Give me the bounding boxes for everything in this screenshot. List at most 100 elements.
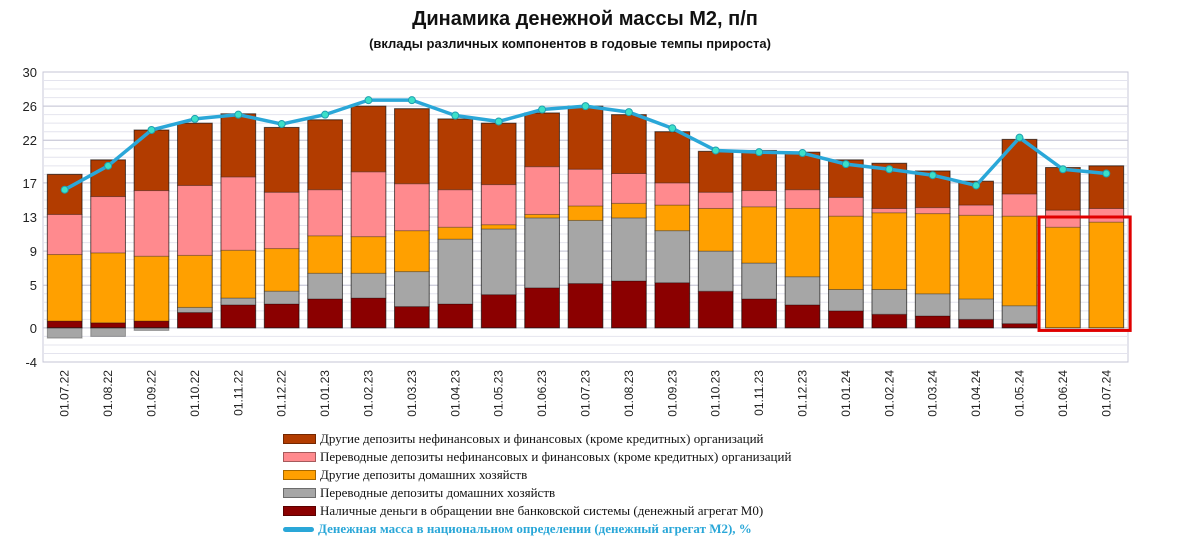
bar-segment [90,252,126,324]
bar-segment [914,315,951,329]
bar-segment [828,215,864,291]
m2-point [277,120,286,129]
x-tick-label: 01.11.23 [752,370,766,416]
m2-point [581,102,590,111]
bar-segment [133,327,170,331]
y-tick-label: 9 [30,244,37,259]
m2-point [147,126,156,134]
x-tick-label: 01.01.24 [839,370,853,417]
bar-segment [654,131,691,184]
bar-segment [958,214,994,300]
bar-segment [220,113,257,178]
m2-point [1058,165,1067,174]
legend-line-swatch [283,526,314,532]
bar-segment [90,327,126,337]
bar-outline [46,173,83,329]
bar-segment [133,190,170,257]
bar-segment [46,327,83,339]
m2-stacked-bar-chart: -4 0 5 9 13 17 22 26 30 01.07.22 01.08.22 01.09.22 0… [23,65,1132,417]
m2-point [451,111,460,120]
legend-item-transfer-household-deposits: Переводные депозиты домашних хозяйств [283,484,791,502]
bar-segment [654,282,691,329]
x-tick-label: 01.12.22 [275,370,289,417]
bar-segment [350,171,387,238]
bar-segment [177,312,213,329]
bar-segment [90,196,126,254]
bar-segment [177,306,213,314]
y-tick-label: 5 [30,278,37,293]
bar-segment [480,122,517,186]
bar-segment [1045,209,1081,228]
chart-title: Динамика денежной массы М2, п/п [412,8,758,30]
bar-segment [871,207,908,214]
legend-swatch [283,434,316,444]
x-tick-label: 01.10.22 [188,370,202,417]
m2-point [1015,133,1024,142]
legend-swatch [283,506,316,516]
bar-segment [46,254,83,322]
x-tick-label: 01.10.23 [709,370,723,417]
bar-segment [697,207,734,252]
bar-segment [567,168,604,207]
bar-segment [611,202,647,219]
m2-point [364,96,373,105]
legend-item-other-household-deposits: Другие депозиты домашних хозяйств [283,466,791,484]
bar-segment [307,235,343,274]
bar-segment [741,298,777,329]
bar-segment [567,205,604,221]
m2-point [755,148,764,157]
legend-item-cash-m0: Наличные деньги в обращении вне банковск… [283,502,791,520]
x-tick-label: 01.05.23 [492,370,506,417]
bar-segment [654,182,691,206]
x-tick-label: 01.04.24 [969,370,983,417]
bar-segment [480,224,517,230]
bar-segment [871,212,908,290]
bar-segment [350,236,387,274]
y-tick-label: 0 [30,321,37,336]
bar-segment [220,304,257,329]
bar-outline [177,122,213,329]
bar-segment [263,191,300,250]
legend-swatch [283,470,316,480]
bar-segment [1001,215,1038,307]
bar-segment [133,255,170,322]
bar-segment [871,289,908,315]
bar-segment [958,298,994,320]
x-tick-label: 01.05.24 [1013,370,1027,417]
m2-point [407,96,416,105]
bar-segment [784,151,821,191]
bar-segment [437,118,474,191]
m2-point [798,149,807,158]
bar-segment [567,105,604,170]
x-tick-label: 01.11.22 [231,370,245,416]
bar-segment [220,176,257,251]
y-tick-label: 22 [23,133,37,148]
bar-segment [524,287,560,329]
bar-segment [828,310,864,329]
bar-segment [741,262,777,300]
bar-segment [437,226,474,240]
bar-outline [307,119,343,329]
bar-segment [394,306,430,329]
bar-segment [611,280,647,329]
bar-segment [784,189,821,209]
y-tick-label: 13 [23,210,37,225]
m2-point [841,160,850,169]
bar-segment [611,173,647,204]
bar-segment [697,250,734,292]
bar-segment [1045,167,1081,211]
bar-segment [437,189,474,228]
bar-segment [1045,226,1081,329]
legend-item-transfer-org-deposits: Переводные депозиты нефинансовых и финан… [283,448,791,466]
x-tick-label: 01.08.23 [622,370,636,417]
bar-segment [90,322,126,329]
bar-segment [394,108,430,185]
bar-segment [524,217,560,289]
legend-item-m2-line: Денежная масса в национальном определени… [283,520,791,538]
x-tick-label: 01.12.23 [796,370,810,417]
bar-outline [394,108,430,329]
legend-swatch [283,452,316,462]
bar-segment [480,294,517,329]
bar-segment [524,112,560,168]
legend-item-other-org-deposits: Другие депозиты нефинансовых и финансовы… [283,430,791,448]
